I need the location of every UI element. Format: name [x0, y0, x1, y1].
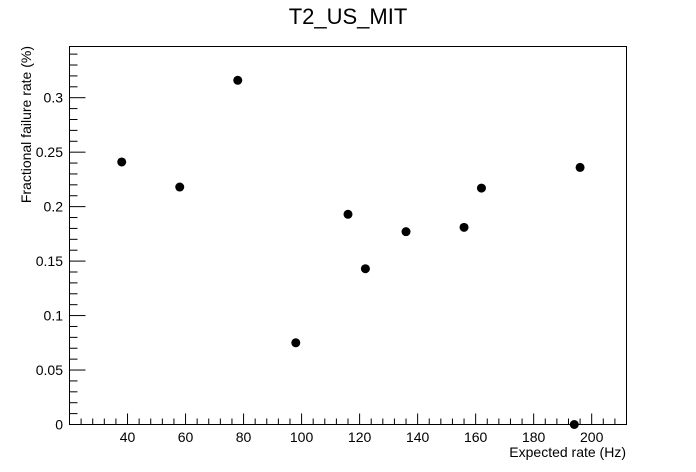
x-tick-label: 60	[178, 429, 194, 445]
data-point	[343, 209, 353, 219]
data-point	[575, 162, 585, 172]
y-tick-label: 0.15	[36, 253, 63, 269]
y-tick-label: 0.25	[36, 144, 63, 160]
y-tick-label: 0.1	[44, 308, 64, 324]
y-tick-label: 0.2	[44, 199, 64, 215]
data-point	[459, 222, 469, 232]
x-tick-label: 40	[120, 429, 136, 445]
data-point	[291, 338, 301, 348]
x-axis-label: Expected rate (Hz)	[509, 444, 626, 460]
data-point	[117, 157, 127, 167]
y-tick-label: 0	[55, 417, 63, 433]
chart-title: T2_US_MIT	[289, 4, 408, 29]
plot-frame	[69, 46, 627, 425]
data-point	[233, 75, 243, 85]
y-tick-label: 0.05	[36, 362, 63, 378]
x-tick-label: 100	[290, 429, 314, 445]
data-point	[401, 227, 411, 237]
x-tick-label: 120	[348, 429, 372, 445]
data-point	[569, 420, 579, 429]
x-tick-label: 180	[522, 429, 546, 445]
x-tick-label: 160	[464, 429, 488, 445]
y-axis-label: Fractional failure rate (%)	[18, 46, 34, 203]
x-axis: 40 60 80 100 120 140 160 180 200	[69, 413, 627, 445]
data-point	[476, 183, 486, 193]
y-axis: 0 0.05 0.1 0.15 0.2 0.25 0.3	[36, 53, 86, 433]
x-tick-label: 80	[236, 429, 252, 445]
x-tick-label: 200	[580, 429, 604, 445]
y-tick-label: 0.3	[44, 90, 64, 106]
data-points	[117, 75, 585, 429]
x-tick-label: 140	[406, 429, 430, 445]
data-point	[175, 182, 185, 192]
data-point	[360, 264, 370, 274]
